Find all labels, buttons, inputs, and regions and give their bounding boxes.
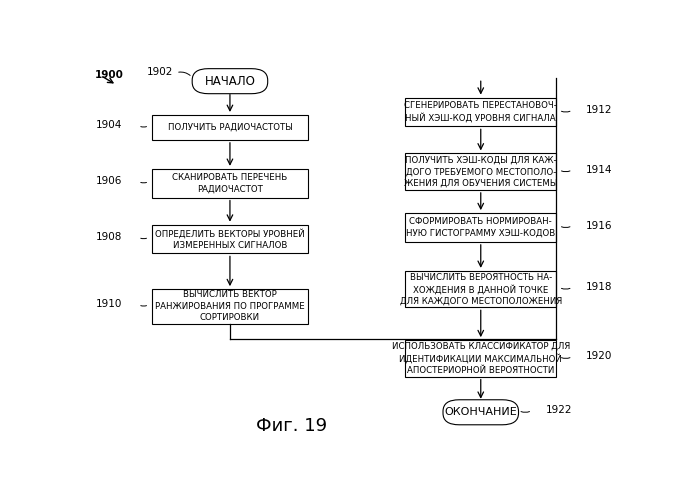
FancyBboxPatch shape [405,271,556,308]
Text: ОКОНЧАНИЕ: ОКОНЧАНИЕ [444,408,517,418]
FancyBboxPatch shape [443,400,519,425]
Text: 1902: 1902 [147,66,173,76]
FancyBboxPatch shape [192,68,268,94]
Text: ИСПОЛЬЗОВАТЬ КЛАССИФИКАТОР ДЛЯ
ИДЕНТИФИКАЦИИ МАКСИМАЛЬНОЙ
АПОСТЕРИОРНОЙ ВЕРОЯТНО: ИСПОЛЬЗОВАТЬ КЛАССИФИКАТОР ДЛЯ ИДЕНТИФИК… [392,342,570,375]
Text: 1904: 1904 [95,120,122,130]
FancyBboxPatch shape [152,289,308,324]
Text: НАЧАЛО: НАЧАЛО [205,74,255,88]
Text: 1910: 1910 [95,300,122,310]
Text: 1900: 1900 [95,70,124,80]
Text: 1922: 1922 [546,406,572,415]
FancyBboxPatch shape [405,213,556,242]
Text: СГЕНЕРИРОВАТЬ ПЕРЕСТАНОВОЧ-
НЫЙ ХЭШ-КОД УРОВНЯ СИГНАЛА: СГЕНЕРИРОВАТЬ ПЕРЕСТАНОВОЧ- НЫЙ ХЭШ-КОД … [404,101,557,123]
Text: ПОЛУЧИТЬ ХЭШ-КОДЫ ДЛЯ КАЖ-
ДОГО ТРЕБУЕМОГО МЕСТОПОЛО-
ЖЕНИЯ ДЛЯ ОБУЧЕНИЯ СИСТЕМЫ: ПОЛУЧИТЬ ХЭШ-КОДЫ ДЛЯ КАЖ- ДОГО ТРЕБУЕМО… [404,156,557,188]
FancyBboxPatch shape [405,340,556,376]
Text: 1908: 1908 [95,232,122,242]
FancyBboxPatch shape [405,98,556,126]
Text: 1918: 1918 [586,282,612,292]
Text: СКАНИРОВАТЬ ПЕРЕЧЕНЬ
РАДИОЧАСТОТ: СКАНИРОВАТЬ ПЕРЕЧЕНЬ РАДИОЧАСТОТ [173,173,287,194]
Text: ПОЛУЧИТЬ РАДИОЧАСТОТЫ: ПОЛУЧИТЬ РАДИОЧАСТОТЫ [168,123,292,132]
Text: ОПРЕДЕЛИТЬ ВЕКТОРЫ УРОВНЕЙ
ИЗМЕРЕННЫХ СИГНАЛОВ: ОПРЕДЕЛИТЬ ВЕКТОРЫ УРОВНЕЙ ИЗМЕРЕННЫХ СИ… [155,228,305,250]
Text: ВЫЧИСЛИТЬ ВЕКТОР
РАНЖИРОВАНИЯ ПО ПРОГРАММЕ
СОРТИРОВКИ: ВЫЧИСЛИТЬ ВЕКТОР РАНЖИРОВАНИЯ ПО ПРОГРАМ… [155,290,305,322]
Text: 1916: 1916 [586,220,612,230]
Text: Фиг. 19: Фиг. 19 [256,418,328,436]
Text: 1920: 1920 [586,352,612,362]
FancyBboxPatch shape [405,154,556,190]
FancyBboxPatch shape [152,224,308,254]
FancyBboxPatch shape [152,115,308,140]
FancyBboxPatch shape [152,169,308,198]
Text: 1912: 1912 [586,105,612,115]
Text: 1914: 1914 [586,164,612,174]
Text: СФОРМИРОВАТЬ НОРМИРОВАН-
НУЮ ГИСТОГРАММУ ХЭШ-КОДОВ: СФОРМИРОВАТЬ НОРМИРОВАН- НУЮ ГИСТОГРАММУ… [406,217,555,238]
Text: 1906: 1906 [95,176,122,186]
Text: ВЫЧИСЛИТЬ ВЕРОЯТНОСТЬ НА-
ХОЖДЕНИЯ В ДАННОЙ ТОЧКЕ
ДЛЯ КАЖДОГО МЕСТОПОЛОЖЕНИЯ: ВЫЧИСЛИТЬ ВЕРОЯТНОСТЬ НА- ХОЖДЕНИЯ В ДАН… [400,272,562,306]
